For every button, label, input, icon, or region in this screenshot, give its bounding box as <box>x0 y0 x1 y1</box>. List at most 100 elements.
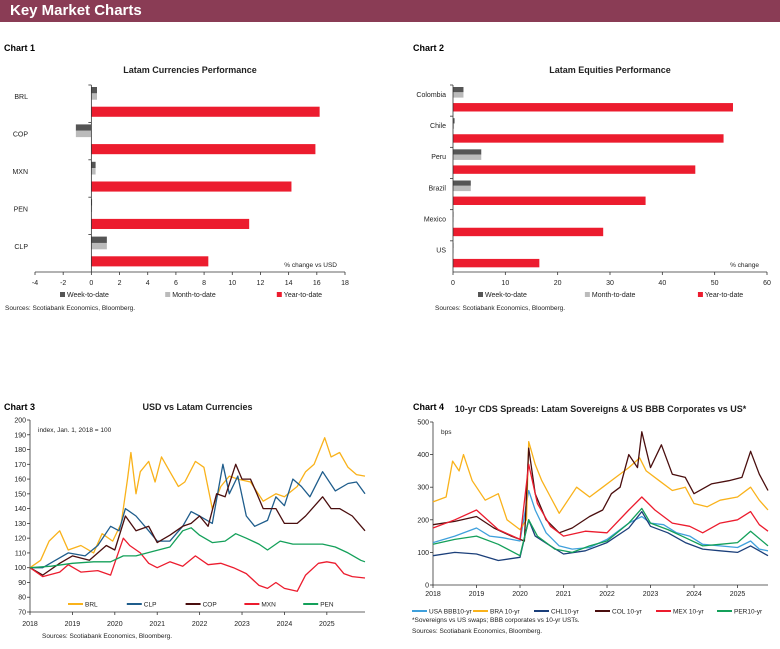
chart1-legend-label: Year-to-date <box>284 292 322 299</box>
chart1-x-tick-label: 12 <box>257 280 265 287</box>
chart1-category-label: PEN <box>14 206 28 213</box>
chart1-bar-week-to-date <box>91 236 107 243</box>
chart3-y-tick-label: 200 <box>14 418 26 425</box>
chart2-category-label: Peru <box>431 154 446 161</box>
chart1-x-tick-label: 10 <box>228 280 236 287</box>
chart4-y-tick-label: 100 <box>417 550 429 557</box>
chart3-line-pen <box>29 527 366 569</box>
chart4-x-tick-label: 2021 <box>556 591 572 598</box>
chart2-bar-year-to-date <box>453 196 646 205</box>
chart2-bar-month-to-date <box>453 92 464 98</box>
chart3-x-tick-label: 2024 <box>277 621 293 628</box>
chart1-bar-year-to-date <box>91 106 320 117</box>
chart1-x-tick-label: 18 <box>341 280 349 287</box>
chart2-bar-week-to-date <box>453 118 455 124</box>
chart1-bar-year-to-date <box>91 181 292 192</box>
chart4-y-tick-label: 400 <box>417 452 429 459</box>
chart1-title: Latam Currencies Performance <box>123 65 257 75</box>
chart4-y-tick-label: 200 <box>417 517 429 524</box>
chart4-x-tick-label: 2024 <box>686 591 702 598</box>
chart4-title: 10-yr CDS Spreads: Latam Sovereigns & US… <box>455 404 747 414</box>
chart2-bar-week-to-date <box>453 180 471 186</box>
chart2-x-tick-label: 40 <box>658 280 666 287</box>
chart3-y-tick-label: 90 <box>18 580 26 587</box>
chart3-y-tick-label: 160 <box>14 477 26 484</box>
chart4-legend-label: CHL10-yr <box>551 609 580 616</box>
chart3-title: USD vs Latam Currencies <box>142 402 252 412</box>
chart2-x-tick-label: 60 <box>763 280 771 287</box>
chart1-x-tick-label: 6 <box>174 280 178 287</box>
chart4-source: Sources: Scotiabank Economics, Bloomberg… <box>412 628 542 635</box>
chart4-legend-label: USA BBB10-yr <box>429 609 472 616</box>
chart3-x-tick-label: 2021 <box>149 621 165 628</box>
chart3-legend-label: CLP <box>144 602 157 609</box>
chart2-legend-label: Month-to-date <box>592 292 636 299</box>
chart2-legend-swatch <box>478 292 483 297</box>
chart3-line-brl <box>29 437 366 569</box>
chart4-line-per10-yr <box>432 507 769 557</box>
chart2-bar-year-to-date <box>453 103 733 112</box>
chart1-bar-week-to-date <box>75 124 92 131</box>
chart1-x-tick-label: 8 <box>202 280 206 287</box>
chart3-y-tick-label: 110 <box>15 550 26 557</box>
chart3-y-tick-label: 180 <box>14 447 26 454</box>
chart3-line-clp <box>30 463 366 569</box>
chart3-y-tick-label: 150 <box>14 491 26 498</box>
chart1-legend-swatch <box>60 292 65 297</box>
chart2-x-tick-label: 20 <box>554 280 562 287</box>
chart2-legend-swatch <box>697 292 703 297</box>
chart3-legend-label: BRL <box>85 602 98 609</box>
chart-4-label: Chart 4 <box>413 402 445 412</box>
chart1-x-tick-label: 14 <box>285 280 293 287</box>
chart4-legend-label: BRA 10-yr <box>490 609 520 616</box>
chart1-category-label: CLP <box>14 244 28 251</box>
chart2-legend-swatch <box>584 292 590 297</box>
chart4-x-tick-label: 2025 <box>730 591 746 598</box>
chart3-legend-label: MXN <box>261 602 276 609</box>
chart-1-label: Chart 1 <box>4 43 36 53</box>
chart1-x-tick-label: 4 <box>146 280 150 287</box>
chart1-legend-label: Month-to-date <box>172 292 216 299</box>
chart1-bar-year-to-date <box>91 256 209 267</box>
chart1-x-tick-label: 2 <box>118 280 122 287</box>
chart2-bar-year-to-date <box>453 258 540 268</box>
chart4-legend-label: PER10-yr <box>734 609 763 616</box>
chart3-y-tick-label: 70 <box>18 610 26 617</box>
chart3-line-cop <box>29 463 366 576</box>
chart2-x-tick-label: 10 <box>501 280 509 287</box>
chart3-x-tick-label: 2020 <box>107 621 123 628</box>
chart3-x-tick-label: 2018 <box>22 621 38 628</box>
chart3-y-tick-label: 170 <box>14 462 26 469</box>
chart2-category-label: US <box>436 248 446 255</box>
chart3-source: Sources: Scotiabank Economics, Bloomberg… <box>42 633 172 640</box>
chart4-line-chl10-yr <box>432 510 769 562</box>
chart4-footnote: *Sovereigns vs US swaps; BBB corporates … <box>412 617 580 624</box>
chart3-y-tick-label: 130 <box>14 521 26 528</box>
chart4-x-tick-label: 2019 <box>469 591 485 598</box>
chart3-y-tick-label: 140 <box>14 506 26 513</box>
chart2-legend-label: Year-to-date <box>705 292 743 299</box>
chart2-x-tick-label: 50 <box>711 280 719 287</box>
chart2-category-label: Colombia <box>416 92 446 99</box>
chart3-x-tick-label: 2019 <box>65 621 81 628</box>
chart4-y-tick-label: 500 <box>417 420 429 427</box>
chart3-y-tick-label: 100 <box>14 565 26 572</box>
chart4-x-tick-label: 2020 <box>512 591 528 598</box>
chart1-bar-month-to-date <box>75 130 92 138</box>
chart1-annotation: % change vs USD <box>284 262 337 269</box>
chart3-x-tick-label: 2022 <box>192 621 208 628</box>
chart3-x-tick-label: 2025 <box>319 621 335 628</box>
chart2-title: Latam Equities Performance <box>549 65 671 75</box>
chart1-x-tick-label: 0 <box>89 280 93 287</box>
chart1-category-label: BRL <box>14 94 28 101</box>
chart4-line-usa-bbb10-yr <box>432 489 769 552</box>
chart4-legend-label: MEX 10-yr <box>673 609 705 616</box>
chart1-bar-month-to-date <box>91 168 96 175</box>
chart4-x-tick-label: 2022 <box>599 591 615 598</box>
chart4-y-tick-label: 300 <box>417 485 429 492</box>
chart3-y-tick-label: 80 <box>18 595 26 602</box>
chart1-bar-week-to-date <box>91 161 96 169</box>
chart3-annotation: index, Jan. 1, 2018 = 100 <box>38 427 112 434</box>
